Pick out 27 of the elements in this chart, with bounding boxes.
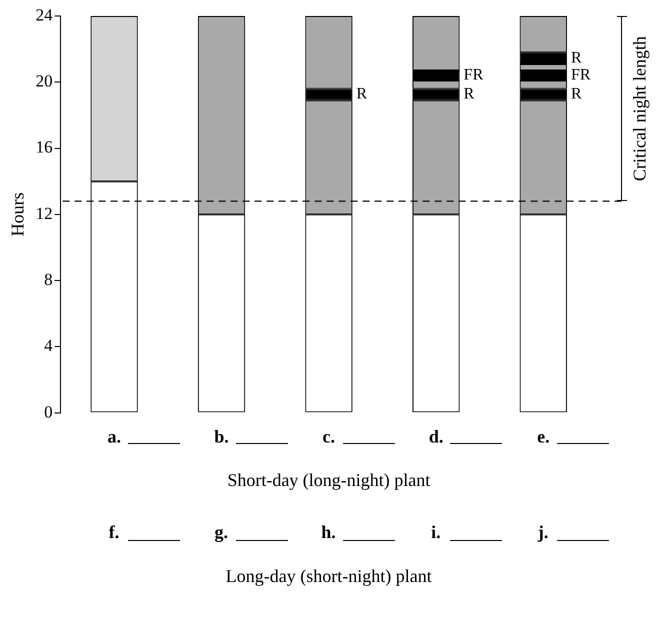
x-tick-label: e. (537, 426, 550, 446)
y-tick-label: 12 (36, 204, 53, 223)
text: R (464, 86, 474, 103)
text: R (570, 86, 582, 103)
text: g. (214, 522, 228, 543)
y-tick-label: 4 (44, 336, 54, 356)
series-label: FR (464, 66, 484, 84)
x-tick-label: a. (107, 426, 121, 446)
text: i. (431, 522, 441, 543)
series-label: R (356, 86, 368, 103)
x-tick-label: b. (214, 426, 229, 446)
y-tick-label: 8 (44, 270, 53, 289)
y-tick-label: 16 (36, 138, 53, 157)
text: f. (108, 522, 120, 543)
x-axis-title: Short-day (long-night) plant (227, 470, 430, 490)
y-tick-label: 24 (36, 5, 54, 24)
x-tick-label: c. (322, 426, 336, 446)
y-axis-title: Hours (8, 192, 28, 236)
y-tick-label: 20 (36, 72, 53, 91)
text: FR (570, 66, 591, 84)
text: j. (538, 522, 548, 543)
x-tick-label: d. (428, 426, 444, 446)
series-label: R (570, 49, 582, 66)
text: h. (321, 522, 336, 543)
text: Critical night length (630, 36, 650, 182)
text: Long-day (short-night) plant (226, 566, 432, 587)
y-tick-label: 0 (44, 402, 53, 422)
